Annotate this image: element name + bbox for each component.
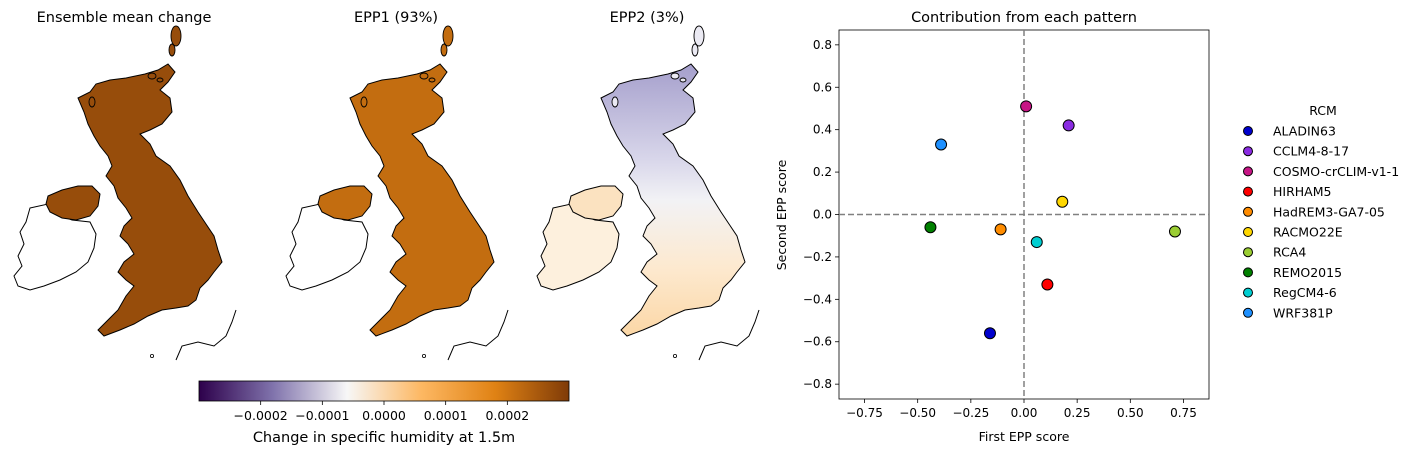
map-title: EPP1 (93%) (354, 10, 438, 26)
y-tick-label: 0.6 (813, 80, 832, 94)
legend-label: RACMO22E (1273, 225, 1343, 240)
x-tick-label: −0.50 (899, 406, 936, 420)
y-tick-label: −0.8 (803, 377, 832, 391)
colorbar-ticks: −0.0002 −0.0001 0.0000 0.0001 0.0002 (234, 401, 529, 423)
legend-marker (1243, 307, 1253, 318)
legend-label: RCA4 (1273, 245, 1306, 260)
colorbar-tick-label: −0.0002 (234, 408, 288, 423)
y-tick-label: 0.0 (813, 208, 832, 222)
france-coastline (447, 309, 509, 361)
point-hadrem3-ga7-05 (994, 223, 1007, 236)
legend-marker (1243, 267, 1253, 278)
great-britain-fill (349, 63, 495, 337)
legend-label: WRF381P (1273, 305, 1333, 320)
france-coastline (175, 309, 237, 361)
scatter-chart: Contribution from each pattern −0.75 −0.5… (774, 10, 1210, 444)
map-panels: Ensemble mean change EPP1 (93%) EPP2 (3%) (13, 10, 760, 361)
y-axis-ticks: −0.8 −0.6 −0.4 −0.2 0.0 0.2 0.4 0.6 0.8 (803, 38, 839, 391)
legend-label: HadREM3-GA7-05 (1273, 204, 1385, 219)
map-title: Ensemble mean change (37, 10, 212, 26)
point-aladin63 (983, 327, 996, 340)
x-tick-label: 0.75 (1170, 406, 1197, 420)
reference-lines (839, 30, 1209, 399)
point-racmo22e (1056, 195, 1069, 208)
x-tick-label: 0.25 (1064, 406, 1091, 420)
legend-label: COSMO-crCLIM-v1-1 (1273, 164, 1399, 179)
colorbar-tick-label: 0.0002 (485, 408, 529, 423)
legend-marker (1243, 146, 1253, 157)
map-title: EPP2 (3%) (610, 10, 685, 26)
y-axis-label: Second EPP score (774, 159, 789, 270)
island-outline (419, 72, 429, 80)
point-remo2015 (924, 221, 937, 234)
island-outline (428, 77, 436, 83)
legend-title: RCM (1309, 103, 1337, 118)
point-regcm4-6 (1030, 236, 1043, 249)
legend: RCM ALADIN63 CCLM4-8-17 COSMO-crCLIM-v1-1 H… (1243, 103, 1399, 320)
channel-island (421, 353, 426, 358)
y-tick-label: −0.2 (803, 250, 832, 264)
x-tick-label: −0.75 (846, 406, 883, 420)
legend-label: REMO2015 (1273, 265, 1342, 280)
legend-marker (1243, 227, 1253, 237)
chart-title: Contribution from each pattern (911, 10, 1137, 26)
legend-marker (1243, 247, 1253, 258)
legend-label: HIRHAM5 (1273, 184, 1331, 199)
colorbar-label: Change in specific humidity at 1.5m (253, 430, 515, 446)
island-outline (693, 25, 705, 47)
colorbar-gradient (198, 380, 570, 402)
great-britain-fill (77, 63, 223, 337)
x-axis-label: First EPP score (979, 429, 1070, 444)
point-wrf381p (935, 138, 948, 151)
map-ensemble-mean: Ensemble mean change (13, 10, 237, 361)
data-points (924, 100, 1181, 340)
island-outline (440, 43, 448, 57)
x-axis-ticks: −0.75 −0.50 −0.25 0.00 0.25 0.50 0.75 (846, 399, 1197, 420)
y-tick-label: 0.2 (813, 165, 832, 179)
point-cclm4-8-17 (1062, 119, 1075, 132)
island-outline (611, 96, 619, 108)
legend-label: RegCM4-6 (1273, 285, 1337, 300)
y-tick-label: 0.4 (813, 123, 832, 137)
legend-marker (1243, 126, 1253, 136)
y-tick-label: −0.6 (803, 335, 832, 349)
france-coastline (698, 309, 760, 361)
island-outline (691, 43, 699, 57)
map-epp2: EPP2 (3%) (536, 10, 760, 361)
legend-label: ALADIN63 (1273, 124, 1336, 139)
colorbar-tick-label: 0.0001 (424, 408, 468, 423)
great-britain-fill (600, 63, 746, 337)
island-outline (360, 96, 368, 108)
point-hirham5 (1041, 278, 1054, 291)
island-outline (670, 72, 680, 80)
legend-marker (1243, 186, 1253, 197)
island-outline (168, 43, 176, 57)
island-outline (88, 96, 96, 108)
point-rca4 (1168, 225, 1181, 238)
map-epp1: EPP1 (93%) (285, 10, 509, 361)
legend-items: ALADIN63 CCLM4-8-17 COSMO-crCLIM-v1-1 HIRHA… (1243, 124, 1399, 320)
x-tick-label: 0.50 (1117, 406, 1144, 420)
colorbar-tick-label: 0.0000 (362, 408, 406, 423)
island-outline (679, 77, 687, 83)
island-outline (442, 25, 454, 47)
legend-marker (1243, 206, 1253, 217)
island-outline (156, 77, 164, 83)
channel-island (672, 353, 677, 358)
channel-island (149, 353, 154, 358)
y-tick-label: 0.8 (813, 38, 832, 52)
point-cosmo-crclim-v1-1 (1020, 100, 1033, 113)
colorbar: −0.0002 −0.0001 0.0000 0.0001 0.0002 Change … (198, 380, 570, 446)
island-outline (147, 72, 157, 80)
x-tick-label: −0.25 (952, 406, 989, 420)
y-tick-label: −0.4 (803, 292, 832, 306)
colorbar-tick-label: −0.0001 (295, 408, 349, 423)
x-tick-label: 0.00 (1011, 406, 1038, 420)
island-outline (170, 25, 182, 47)
legend-label: CCLM4-8-17 (1273, 144, 1349, 159)
legend-marker (1243, 166, 1253, 177)
legend-marker (1243, 287, 1253, 298)
